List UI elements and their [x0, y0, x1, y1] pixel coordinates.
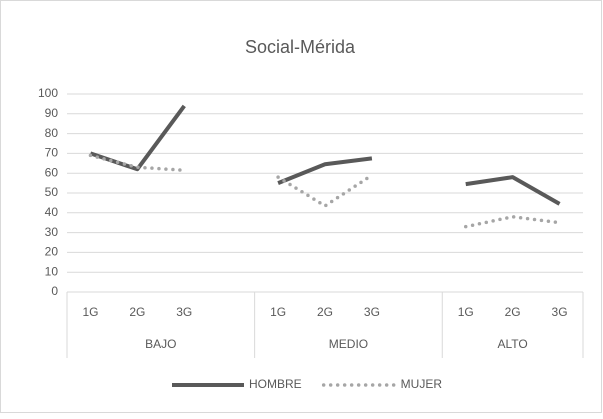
x-tick-label: 1G [82, 305, 98, 319]
y-tick-label: 60 [45, 165, 59, 179]
x-tick-label: 2G [317, 305, 333, 319]
legend-label: HOMBRE [249, 377, 302, 391]
group-label: MEDIO [329, 337, 368, 351]
data-line [88, 153, 562, 229]
x-tick-label: 1G [270, 305, 286, 319]
y-tick-label: 20 [45, 245, 59, 259]
y-tick-label: 80 [45, 126, 59, 140]
y-tick-label: 10 [45, 264, 59, 278]
y-tick-label: 100 [38, 86, 58, 100]
y-tick-label: 70 [45, 146, 59, 160]
x-tick-label: 3G [176, 305, 192, 319]
x-tick-label: 2G [129, 305, 145, 319]
group-label: BAJO [145, 337, 176, 351]
x-tick-label: 1G [458, 305, 474, 319]
x-tick-label: 3G [552, 305, 568, 319]
data-line [89, 104, 561, 206]
y-tick-label: 30 [45, 225, 59, 239]
y-tick-label: 0 [51, 284, 58, 298]
legend-label: MUJER [401, 377, 443, 391]
y-tick-label: 40 [45, 205, 59, 219]
x-tick-label: 3G [364, 305, 380, 319]
chart-title: Social-Mérida [245, 37, 356, 57]
group-label: ALTO [498, 337, 528, 351]
y-tick-label: 50 [45, 185, 59, 199]
x-tick-label: 2G [505, 305, 521, 319]
y-tick-label: 90 [45, 106, 59, 120]
